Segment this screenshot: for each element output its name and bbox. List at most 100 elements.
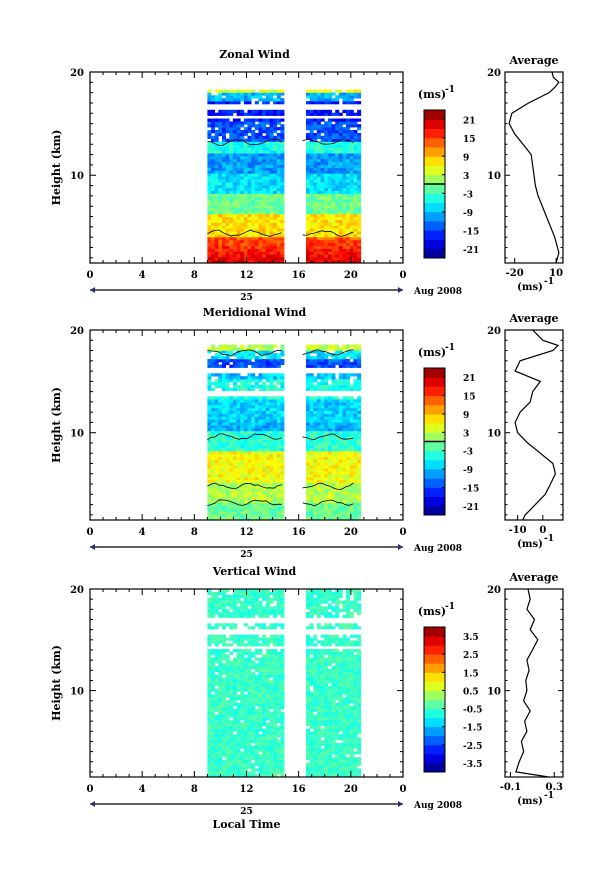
- heatmap-cell: [207, 671, 212, 675]
- heatmap-cell: [276, 89, 281, 93]
- heatmap-cell: [280, 153, 285, 157]
- heatmap-cell: [342, 511, 347, 515]
- heatmap-cell: [335, 382, 340, 386]
- heatmap-cell: [254, 112, 259, 116]
- heatmap-cell: [327, 242, 332, 246]
- heatmap-cell: [243, 173, 248, 177]
- heatmap-cell: [338, 511, 343, 515]
- heatmap-cell: [262, 239, 267, 244]
- heatmap-cell: [207, 517, 212, 521]
- heatmap-cell: [320, 182, 325, 186]
- heatmap-cell: [214, 597, 219, 601]
- heatmap-cell: [276, 170, 281, 174]
- heatmap-cell: [273, 439, 278, 443]
- heatmap-cell: [218, 462, 223, 466]
- heatmap-cell: [342, 482, 347, 486]
- heatmap-cell: [243, 494, 248, 498]
- heatmap-cell: [236, 649, 241, 653]
- heatmap-cell: [243, 422, 248, 426]
- heatmap-cell: [342, 208, 347, 212]
- heatmap-cell: [240, 688, 245, 692]
- heatmap-cell: [269, 508, 274, 512]
- heatmap-cell: [342, 193, 347, 197]
- heatmap-cell: [218, 488, 223, 492]
- heatmap-cell: [320, 422, 325, 426]
- heatmap-cell: [273, 225, 278, 229]
- heatmap-cell: [254, 494, 259, 498]
- heatmap-cell: [218, 674, 223, 678]
- heatmap-cell: [331, 456, 336, 460]
- heatmap-cell: [211, 239, 215, 244]
- heatmap-cell: [236, 184, 241, 189]
- heatmap-cell: [254, 419, 259, 423]
- profile-title: Average: [508, 312, 558, 325]
- heatmap-cell: [262, 118, 267, 122]
- heatmap-cell: [214, 774, 219, 778]
- heatmap-cell: [240, 257, 245, 261]
- contour-line: [207, 349, 282, 357]
- heatmap-cell: [251, 257, 256, 261]
- heatmap-cell: [243, 765, 248, 769]
- heatmap-cell: [306, 468, 310, 472]
- heatmap-cell: [218, 187, 223, 191]
- heatmap-cell: [346, 213, 351, 218]
- heatmap-cell: [331, 127, 336, 131]
- heatmap-cell: [251, 231, 256, 235]
- heatmap-cell: [251, 485, 256, 489]
- heatmap-cell: [232, 176, 237, 180]
- heatmap-cell: [316, 499, 321, 504]
- heatmap-cell: [229, 626, 234, 630]
- heatmap-cell: [349, 350, 354, 354]
- heatmap-cell: [335, 479, 340, 483]
- heatmap-cell: [262, 245, 267, 249]
- heatmap-cell: [327, 158, 332, 163]
- heatmap-cell: [273, 187, 278, 191]
- heatmap-cell: [353, 158, 358, 163]
- heatmap-cell: [218, 683, 223, 687]
- heatmap-cell: [232, 353, 237, 357]
- heatmap-cell: [211, 725, 215, 729]
- heatmap-cell: [265, 112, 270, 116]
- heatmap-cell: [207, 135, 212, 139]
- heatmap-cell: [320, 118, 325, 122]
- heatmap-cell: [327, 161, 332, 165]
- heatmap-cell: [225, 468, 230, 472]
- heatmap-cell: [342, 468, 347, 472]
- heatmap-cell: [324, 353, 329, 357]
- heatmap-cell: [265, 121, 270, 125]
- heatmap-cell: [232, 497, 237, 501]
- heatmap-cell: [225, 751, 230, 755]
- heatmap-cell: [243, 147, 248, 151]
- heatmap-cell: [258, 239, 263, 244]
- heatmap-cell: [225, 98, 230, 102]
- heatmap-cell: [218, 666, 223, 670]
- heatmap-cell: [313, 251, 318, 255]
- heatmap-cell: [222, 594, 226, 598]
- heatmap-cell: [335, 344, 340, 348]
- heatmap-cell: [280, 213, 285, 218]
- heatmap-cell: [342, 497, 347, 501]
- heatmap-cell: [342, 173, 347, 177]
- heatmap-cell: [240, 216, 245, 220]
- heatmap-cell: [207, 720, 212, 724]
- heatmap-cell: [335, 127, 340, 131]
- heatmap-cell: [240, 725, 245, 729]
- heatmap-cell: [269, 445, 274, 449]
- heatmap-cell: [324, 499, 329, 504]
- heatmap-cell: [214, 242, 219, 246]
- heatmap-cell: [313, 508, 318, 512]
- heatmap-cell: [247, 138, 252, 142]
- heatmap-cell: [211, 219, 215, 223]
- heatmap-cell: [349, 182, 354, 186]
- heatmap-cell: [342, 382, 347, 386]
- heatmap-cell: [269, 121, 274, 125]
- heatmap-cell: [218, 637, 223, 641]
- heatmap-cell: [313, 118, 318, 122]
- heatmap-cell: [207, 453, 212, 458]
- heatmap-cell: [222, 410, 226, 414]
- heatmap-cell: [353, 485, 358, 489]
- heatmap-cell: [222, 626, 226, 630]
- date-label: Aug 2008: [413, 544, 462, 554]
- colorbar-cell: [424, 165, 445, 176]
- heatmap-cell: [240, 759, 245, 763]
